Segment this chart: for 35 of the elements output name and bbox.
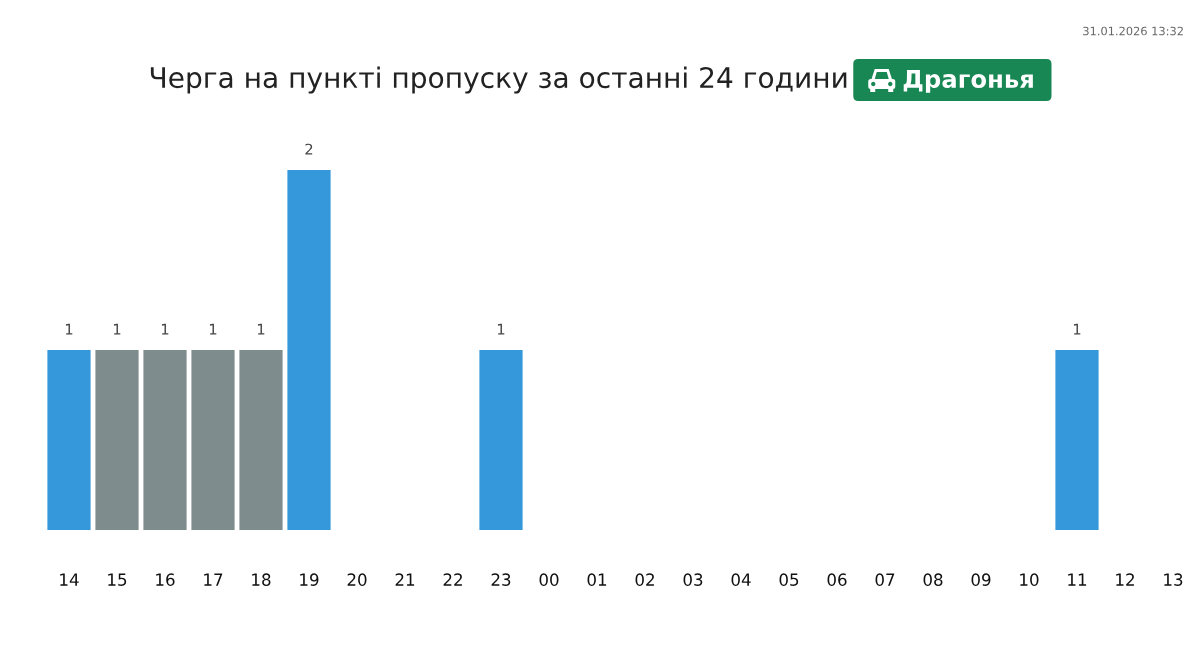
x-tick-label: 17 <box>204 573 223 586</box>
x-tick-label: 09 <box>971 573 991 586</box>
text: 31.01.2026 13:32 <box>1083 26 1183 36</box>
x-tick-label: 05 <box>779 573 799 586</box>
x-tick-label: 08 <box>923 573 943 586</box>
data-label: 1 <box>113 323 121 335</box>
x-tick-label: 22 <box>443 573 462 586</box>
x-tick-label: 15 <box>108 573 127 586</box>
x-tick-label: 19 <box>300 573 319 586</box>
x-tick-label: 03 <box>683 573 703 586</box>
x-tick-label: 00 <box>539 573 559 586</box>
x-tick-label: 23 <box>491 573 511 586</box>
x-tick-label: 21 <box>395 573 415 586</box>
x-tick-label: 12 <box>1116 573 1134 586</box>
data-label: 1 <box>1073 323 1081 335</box>
data-label: 2 <box>305 143 313 155</box>
x-tick-label: 16 <box>156 573 175 586</box>
x-tick-label: 06 <box>827 573 847 586</box>
x-tick-label: 14 <box>60 573 79 586</box>
x-tick-label: 07 <box>875 573 895 586</box>
x-tick-label: 01 <box>587 573 607 586</box>
chart-title: Черга на пункті пропуску за останні 24 години <box>150 66 847 94</box>
data-label: 1 <box>497 323 505 335</box>
data-label: 1 <box>209 323 217 335</box>
x-tick-label: 11 <box>1068 573 1087 586</box>
x-tick-label: 18 <box>252 573 271 586</box>
data-label: 1 <box>257 323 265 335</box>
x-tick-label: 02 <box>635 573 654 586</box>
data-label: 1 <box>161 323 169 335</box>
x-tick-label: 04 <box>731 573 751 586</box>
x-tick-label: 10 <box>1020 573 1039 586</box>
data-label: 1 <box>65 323 73 335</box>
chart-subtitle: Драгонья <box>903 69 1033 93</box>
x-tick-label: 20 <box>347 573 367 586</box>
x-tick-label: 13 <box>1164 573 1183 586</box>
